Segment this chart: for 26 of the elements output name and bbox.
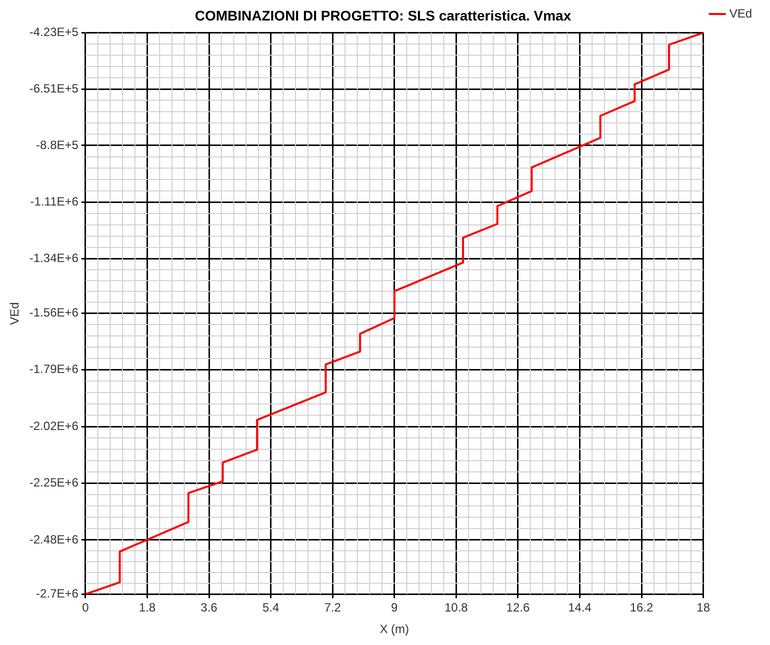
y-tick-label: -8.8E+5 [36,138,79,152]
y-tick-label: -1.34E+6 [29,251,79,266]
x-axis-title: X (m) [380,622,410,636]
y-tick-label: -2.48E+6 [29,532,79,546]
y-tick-label: -1.56E+6 [29,305,79,320]
y-tick-label: -1.11E+6 [30,194,79,208]
y-tick-label: -2.25E+6 [29,476,79,490]
y-tick-label: -2.02E+6 [29,418,79,433]
legend-label: VEd [729,6,752,20]
x-tick-label: 14.4 [568,600,592,615]
x-tick-label: 10.8 [444,600,468,615]
y-tick-label: -2.7E+6 [36,586,79,601]
x-tick-label: 5.4 [262,600,280,615]
chart-title: COMBINAZIONI DI PROGETTO: SLS caratteristica. Vmax [194,7,572,24]
x-tick-label: 3.6 [200,600,218,615]
x-tick-label: 12.6 [506,600,530,615]
x-tick-label: 1.8 [138,600,156,615]
y-tick-label: -6.51E+5 [29,81,79,96]
y-axis-title: VEd [8,302,22,325]
x-tick-label: 0 [82,600,90,615]
x-tick-label: 9 [391,600,398,615]
y-tick-label: -1.79E+6 [29,362,79,376]
x-tick-label: 18 [696,600,710,615]
x-tick-label: 16.2 [630,600,654,615]
x-tick-label: 7.2 [324,600,342,615]
y-tick-label: -4.23E+5 [29,25,79,40]
